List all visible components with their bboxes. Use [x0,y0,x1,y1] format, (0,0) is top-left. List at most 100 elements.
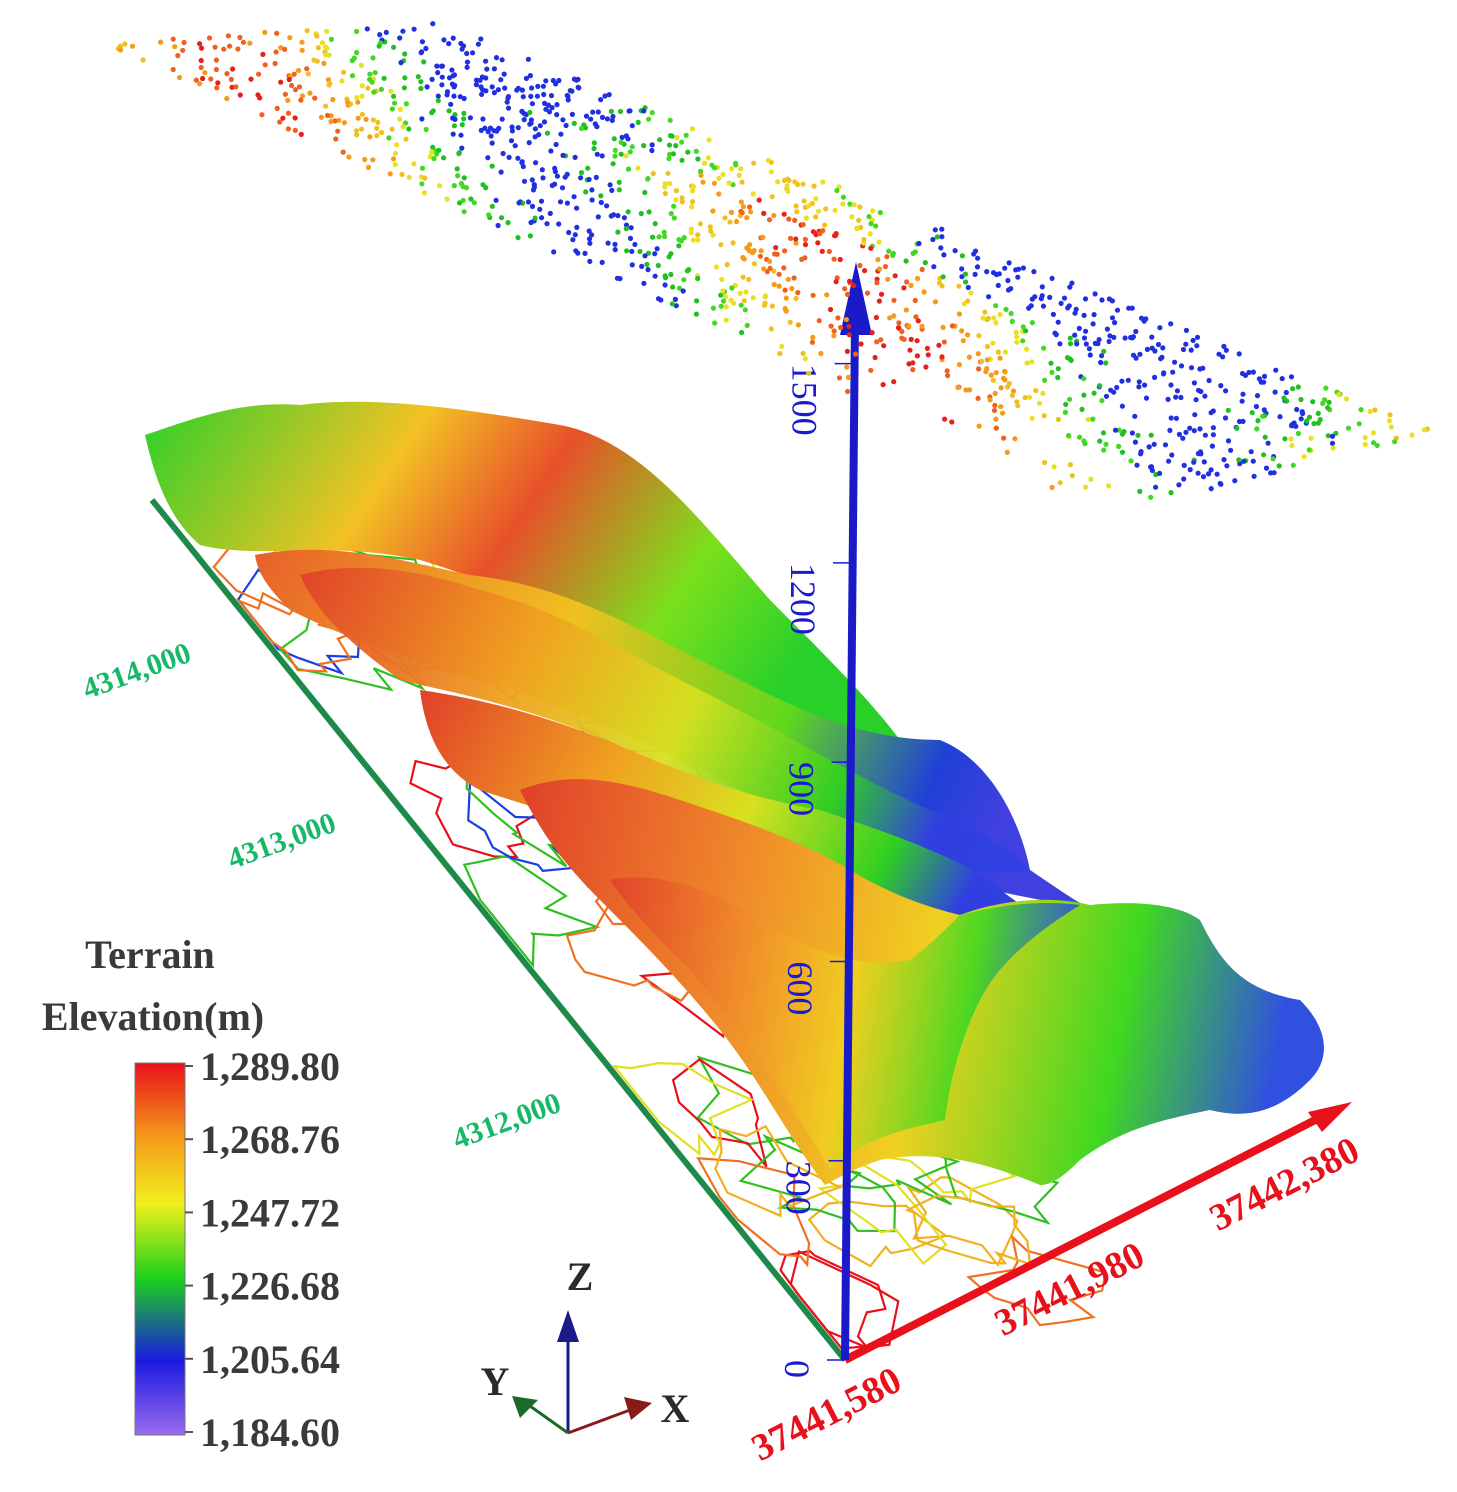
cloud-point [255,92,261,98]
legend-title-line1: Terrain [85,932,215,977]
x-axis-arrowhead [1308,1102,1352,1132]
cloud-point [1144,346,1150,352]
cloud-point [324,45,330,51]
cloud-point [610,161,616,167]
cloud-point [706,137,712,143]
cloud-point [712,165,718,171]
cloud-point [1323,385,1329,391]
cloud-point [986,294,992,300]
cloud-point [1003,306,1009,312]
cloud-point [1104,326,1110,332]
cloud-point [129,43,136,49]
cloud-point [975,395,981,401]
cloud-point [794,209,800,215]
cloud-point [1065,433,1072,439]
cloud-point [916,240,922,247]
cloud-point [363,116,369,122]
cloud-point [402,75,408,81]
cloud-point [374,133,380,139]
cloud-point [389,106,395,112]
cloud-point [423,45,429,52]
cloud-point [505,105,512,111]
cloud-point [890,252,896,258]
cloud-point [750,191,756,197]
cloud-point [1168,490,1174,496]
contour-line [696,1157,811,1268]
cloud-point [372,70,378,76]
cloud-point [662,282,668,288]
cloud-point [833,231,839,237]
cloud-point [299,93,306,99]
cloud-point [904,279,910,285]
cloud-point [667,117,673,123]
cloud-point [212,44,218,50]
cloud-point [489,203,495,209]
cloud-point [553,81,559,87]
cloud-point [618,151,624,157]
cloud-point [1261,373,1268,379]
cloud-point [552,165,558,171]
cloud-point [831,333,837,339]
cloud-point [362,156,368,163]
cloud-point [571,194,577,200]
cloud-point [516,200,522,206]
cloud-point [952,248,958,254]
cloud-point [197,41,203,47]
cloud-point [857,204,863,210]
cloud-point [540,175,546,181]
cloud-point [1068,357,1074,363]
cloud-point [345,99,351,105]
contour-line [904,1194,1032,1266]
cloud-point [531,182,537,188]
legend-tick-label-5: 1,184.60 [200,1410,340,1455]
cloud-point [833,279,839,285]
cloud-point [668,271,674,278]
cloud-point [418,50,424,56]
cloud-point [237,34,243,41]
cloud-point [391,44,397,50]
cloud-point [1132,439,1138,445]
cloud-point [527,109,533,116]
cloud-point [690,188,696,194]
cloud-point [886,248,892,254]
cloud-point [1288,436,1294,442]
cloud-point [845,374,852,380]
cloud-point [1170,369,1176,375]
cloud-point [934,234,941,240]
cloud-point [923,364,929,370]
cloud-point [995,282,1001,288]
cloud-point [498,215,505,221]
cloud-point [739,329,745,336]
cloud-point [285,126,291,132]
cloud-point [1058,300,1064,306]
cloud-point [328,36,334,43]
cloud-point [858,341,864,347]
cloud-point [1101,447,1107,453]
cloud-point [629,248,635,254]
cloud-point [789,285,795,292]
cloud-point [1103,441,1109,447]
cloud-point [844,348,851,354]
cloud-point [379,129,385,136]
cloud-point [810,229,817,235]
cloud-point [1051,464,1057,470]
cloud-point [539,215,545,221]
cloud-point [689,199,696,205]
cloud-point [628,225,634,231]
triad-y-label: Y [481,1359,510,1404]
cloud-point [451,123,457,129]
cloud-point [998,404,1004,410]
cloud-point [1221,343,1227,349]
cloud-point [353,128,359,134]
cloud-point [451,84,457,90]
cloud-point [449,67,455,73]
y-tick-label-2: 4314,000 [78,636,195,705]
cloud-point [599,153,605,159]
cloud-point [1082,441,1088,447]
cloud-point [823,206,829,212]
cloud-point [1041,413,1047,419]
cloud-point [429,76,435,82]
cloud-point [312,95,318,101]
cloud-point [377,31,383,38]
